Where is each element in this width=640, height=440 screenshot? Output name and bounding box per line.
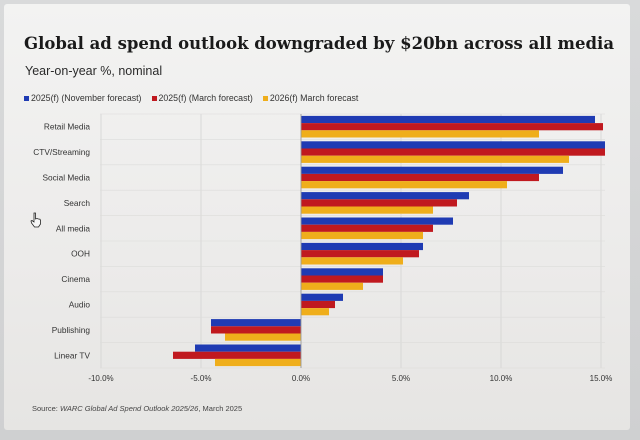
x-tick-label: 15.0%: [590, 374, 613, 383]
bar: [301, 224, 433, 232]
bar: [301, 293, 343, 301]
bar: [211, 326, 301, 334]
source-prefix: Source:: [32, 404, 60, 413]
bar: [301, 155, 569, 163]
source-date: , March 2025: [198, 404, 243, 413]
mouse-pointer-icon: [30, 212, 41, 228]
slide-screen: [4, 4, 630, 430]
legend-item: 2026(f) March forecast: [262, 93, 359, 103]
bar: [301, 300, 335, 309]
bar: [301, 206, 433, 214]
bar: [225, 333, 301, 341]
legend-item: 2025(f) (November forecast): [24, 93, 142, 103]
x-tick-label: 10.0%: [490, 374, 513, 383]
bar: [301, 275, 383, 283]
x-tick-label: 0.0%: [292, 374, 310, 383]
legend-label: 2025(f) (November forecast): [31, 93, 142, 103]
bar: [301, 231, 423, 240]
x-tick-label: -10.0%: [88, 374, 113, 383]
x-tick-label: 5.0%: [392, 374, 410, 383]
bar: [301, 199, 457, 207]
legend-swatch: [24, 95, 29, 101]
category-label: CTV/Streaming: [33, 147, 90, 157]
category-label: Linear TV: [54, 350, 90, 360]
bar: [301, 166, 563, 174]
bar: [195, 344, 301, 352]
legend-label: 2025(f) (March forecast): [158, 93, 253, 103]
bar: [301, 141, 605, 149]
bar: [211, 319, 301, 327]
legend-swatch: [262, 95, 268, 101]
source-note: Source: WARC Global Ad Spend Outlook 202…: [32, 404, 242, 413]
bar: [301, 282, 363, 290]
category-label: Search: [64, 198, 91, 208]
bar: [301, 242, 423, 251]
bar: [301, 217, 453, 225]
category-label: OOH: [71, 249, 90, 259]
bar: [301, 268, 383, 276]
bar: [301, 257, 403, 265]
chart-subtitle: Year-on-year %, nominal: [25, 64, 163, 78]
bar: [301, 308, 329, 316]
category-label: Audio: [69, 300, 91, 310]
bar: [173, 351, 301, 359]
category-label: Social Media: [42, 173, 90, 183]
x-tick-label: -5.0%: [191, 374, 212, 383]
bar: [301, 173, 539, 182]
bar: [301, 181, 507, 189]
legend-item: 2025(f) (March forecast): [151, 93, 253, 103]
bar: [301, 148, 605, 156]
bar: [301, 250, 419, 258]
source-publication: WARC Global Ad Spend Outlook 2025/26: [59, 404, 199, 413]
bar: [301, 115, 595, 124]
legend-label: 2026(f) March forecast: [269, 93, 359, 103]
chart-legend: 2025(f) (November forecast) 2025(f) (Mar…: [24, 93, 358, 103]
bar: [215, 358, 301, 367]
bar: [301, 192, 469, 200]
category-label: Retail Media: [44, 122, 91, 132]
category-label: Publishing: [52, 325, 91, 335]
category-label: Cinema: [61, 274, 90, 284]
bar: [301, 130, 539, 138]
chart-title: Global ad spend outlook downgraded by $2…: [24, 34, 615, 53]
bar: [301, 123, 603, 131]
legend-swatch: [151, 95, 157, 101]
category-label: All media: [56, 223, 91, 233]
